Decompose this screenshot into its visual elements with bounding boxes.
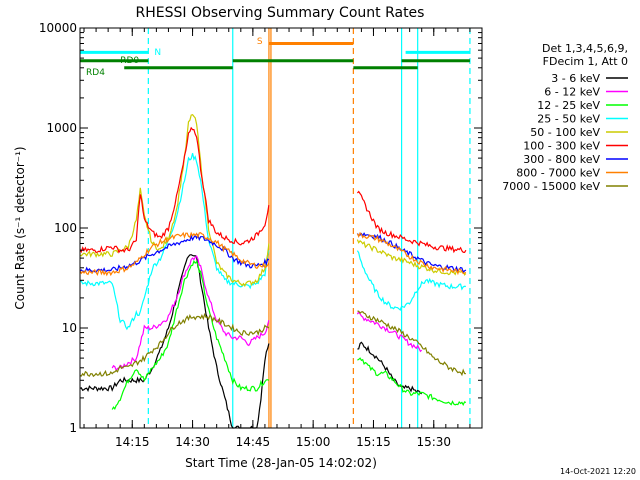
series-line-1-a [111, 255, 270, 372]
legend-header-1: FDecim 1, Att 0 [543, 55, 628, 68]
legend-header-0: Det 1,3,4,5,6,9, [542, 42, 628, 55]
x-tick-label-2: 14:45 [236, 435, 271, 449]
x-tick-label-0: 14:15 [115, 435, 150, 449]
series-line-4-b [356, 239, 467, 276]
series-line-5-b [356, 190, 467, 254]
series-line-3-a [79, 153, 270, 331]
legend-label-8: 7000 - 15000 keV [502, 180, 600, 193]
legend-label-3: 25 - 50 keV [537, 113, 600, 126]
y-tick-label-2: 100 [54, 221, 77, 235]
series-line-2-b [357, 357, 467, 406]
series-line-2-a [111, 259, 270, 410]
series-line-1-b [356, 310, 423, 353]
series-line-6-b [356, 232, 467, 274]
series-line-4-a [79, 114, 270, 288]
annotation-n: N [154, 48, 161, 58]
x-tick-label-3: 15:00 [296, 435, 331, 449]
y-tick-label-3: 1000 [46, 121, 77, 135]
series-line-8-b [357, 310, 466, 377]
series-line-0-b [357, 341, 422, 395]
legend-label-1: 6 - 12 keV [544, 86, 600, 99]
plot-frame [79, 27, 483, 429]
series-line-7-a [79, 231, 270, 277]
legend-label-5: 100 - 300 keV [523, 140, 600, 153]
y-tick-label-1: 10 [62, 321, 77, 335]
legend: Det 1,3,4,5,6,9,FDecim 1, Att 0 3 - 6 keV… [502, 42, 628, 193]
series-line-8-a [79, 312, 270, 378]
footer-timestamp: 14-Oct-2021 12:20 [560, 467, 636, 476]
y-tick-label-0: 1 [69, 421, 77, 435]
annotation-rd0: RD0 [120, 56, 139, 66]
x-tick-label-1: 14:30 [175, 435, 210, 449]
series-line-0-a [79, 254, 270, 429]
legend-label-2: 12 - 25 keV [537, 99, 600, 112]
chart-title: RHESSI Observing Summary Count Rates [136, 5, 425, 21]
series-line-5-a [79, 126, 270, 254]
x-axis: 14:15 14:30 14:45 15:00 15:15 15:30 [83, 28, 471, 449]
y-axis: 1 10 100 1000 10000 [39, 21, 482, 435]
legend-label-4: 50 - 100 keV [530, 126, 600, 139]
series-line-7-b [356, 231, 467, 276]
legend-label-0: 3 - 6 keV [551, 72, 600, 85]
y-tick-label-4: 10000 [39, 21, 77, 35]
plot-area: N RD0 RD4 S [79, 28, 471, 429]
x-tick-label-5: 15:30 [416, 435, 451, 449]
legend-label-6: 300 - 800 keV [523, 153, 600, 166]
series-line-3-b [356, 250, 466, 312]
y-axis-label: Count Rate (s⁻¹ detector⁻¹) [13, 146, 27, 309]
x-axis-label: Start Time (28-Jan-05 14:02:02) [185, 456, 377, 470]
annotation-rd4: RD4 [86, 68, 105, 78]
annotation-s: S [257, 37, 263, 47]
legend-label-7: 800 - 7000 keV [516, 167, 600, 180]
x-tick-label-4: 15:15 [356, 435, 391, 449]
series-line-6-a [79, 233, 270, 274]
